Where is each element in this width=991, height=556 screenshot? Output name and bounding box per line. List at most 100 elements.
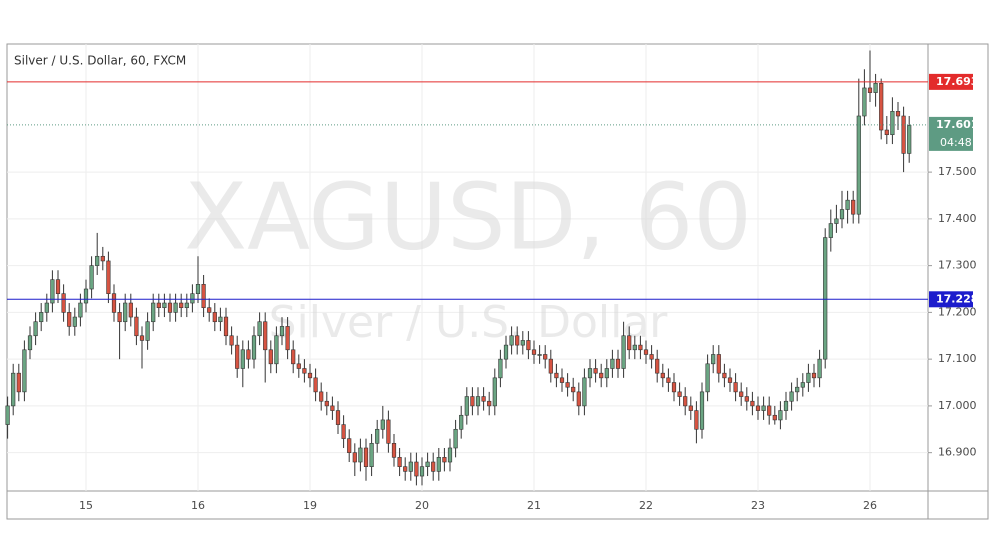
last-price-label: 17.601 [936, 118, 978, 131]
candle-body [509, 335, 514, 346]
candle-body [453, 428, 458, 449]
candle-body [100, 255, 105, 262]
candle-body [291, 349, 296, 365]
candle-body [358, 447, 363, 463]
candle-body [134, 316, 139, 337]
candle-body [335, 410, 341, 425]
candle-body [369, 443, 374, 467]
candle-body [391, 443, 397, 458]
candle-body [554, 372, 559, 379]
candle-body [419, 466, 425, 477]
candle-body [666, 377, 671, 383]
y-tick-label: 17.500 [938, 165, 977, 178]
candle-body [565, 382, 570, 388]
candle-body [610, 358, 615, 369]
candle-body [711, 354, 716, 365]
candle-body [688, 405, 693, 411]
candle-body [39, 312, 44, 323]
candle-body [128, 302, 133, 318]
candle-body [750, 400, 755, 407]
candle-body [526, 340, 531, 351]
candle-body [229, 335, 234, 346]
candle-body [800, 382, 805, 388]
candle-body [694, 410, 699, 430]
candle-body [78, 302, 83, 318]
candle-body [240, 349, 245, 369]
candle-body [279, 326, 285, 337]
candle-body [307, 372, 313, 379]
candle-body [425, 461, 430, 467]
x-tick-label: 20 [415, 499, 429, 512]
x-tick-label: 22 [639, 499, 653, 512]
candle-body [582, 377, 587, 407]
candle-body [151, 302, 156, 323]
candle-body [375, 428, 380, 444]
candle-body [386, 419, 391, 444]
last-price-box [929, 116, 973, 151]
candle-body [218, 316, 223, 323]
candle-body [733, 382, 738, 393]
candle-body [319, 391, 324, 402]
candle-body [615, 358, 621, 369]
candle-body [677, 391, 682, 397]
candle-body [599, 372, 604, 379]
candle-body [671, 382, 677, 393]
candle-body [380, 419, 385, 430]
candle-body [660, 372, 665, 379]
candle-body [324, 400, 329, 407]
candle-body [111, 293, 117, 313]
candle-body [106, 260, 111, 294]
y-tick-label: 17.100 [938, 352, 977, 365]
candle-body [184, 302, 189, 309]
candle-body [744, 396, 749, 402]
y-tick-label: 17.000 [938, 399, 977, 412]
candle-body [873, 82, 878, 93]
candle-body [576, 391, 581, 407]
candle-body [649, 354, 654, 360]
candle-body [363, 447, 369, 467]
candle-body [251, 335, 257, 360]
candle-body [778, 410, 783, 421]
candle-body [16, 372, 21, 393]
candle-body [268, 349, 273, 365]
x-tick-label: 16 [191, 499, 205, 512]
candle-body [55, 279, 61, 294]
chart-frame [6, 43, 989, 520]
candle-body [274, 335, 279, 365]
x-tick-label: 15 [79, 499, 93, 512]
candle-body [459, 414, 464, 430]
candle-body [867, 87, 873, 93]
candle-body [705, 363, 710, 393]
candle-body [83, 288, 89, 304]
x-tick-label: 26 [863, 499, 877, 512]
candle-body [571, 386, 576, 393]
candle-body [481, 396, 486, 402]
candle-body [716, 354, 721, 374]
candle-body [862, 87, 867, 117]
candle-body [408, 461, 413, 472]
candle-body [811, 372, 817, 379]
candle-body [442, 457, 447, 463]
candle-body [302, 368, 307, 374]
candle-body [156, 302, 161, 309]
candle-body [806, 372, 811, 383]
candle-body [823, 237, 828, 360]
candle-body [739, 391, 744, 397]
watermark: XAGUSD, 60 [184, 163, 752, 270]
candle-body [27, 335, 33, 351]
candle-body [352, 452, 357, 463]
candle-body [520, 340, 525, 346]
candle-body [543, 354, 548, 360]
candle-body [123, 302, 128, 323]
x-tick-label: 21 [527, 499, 541, 512]
candle-body [162, 302, 167, 309]
candle-body [683, 396, 688, 407]
candle-body [223, 316, 229, 337]
y-tick-label: 17.200 [938, 305, 977, 318]
grid [7, 44, 928, 491]
y-tick-label: 17.400 [938, 212, 977, 225]
candle-body [257, 321, 262, 337]
candle-body [856, 115, 861, 215]
candle-body [431, 461, 436, 472]
candle-body [515, 335, 520, 346]
